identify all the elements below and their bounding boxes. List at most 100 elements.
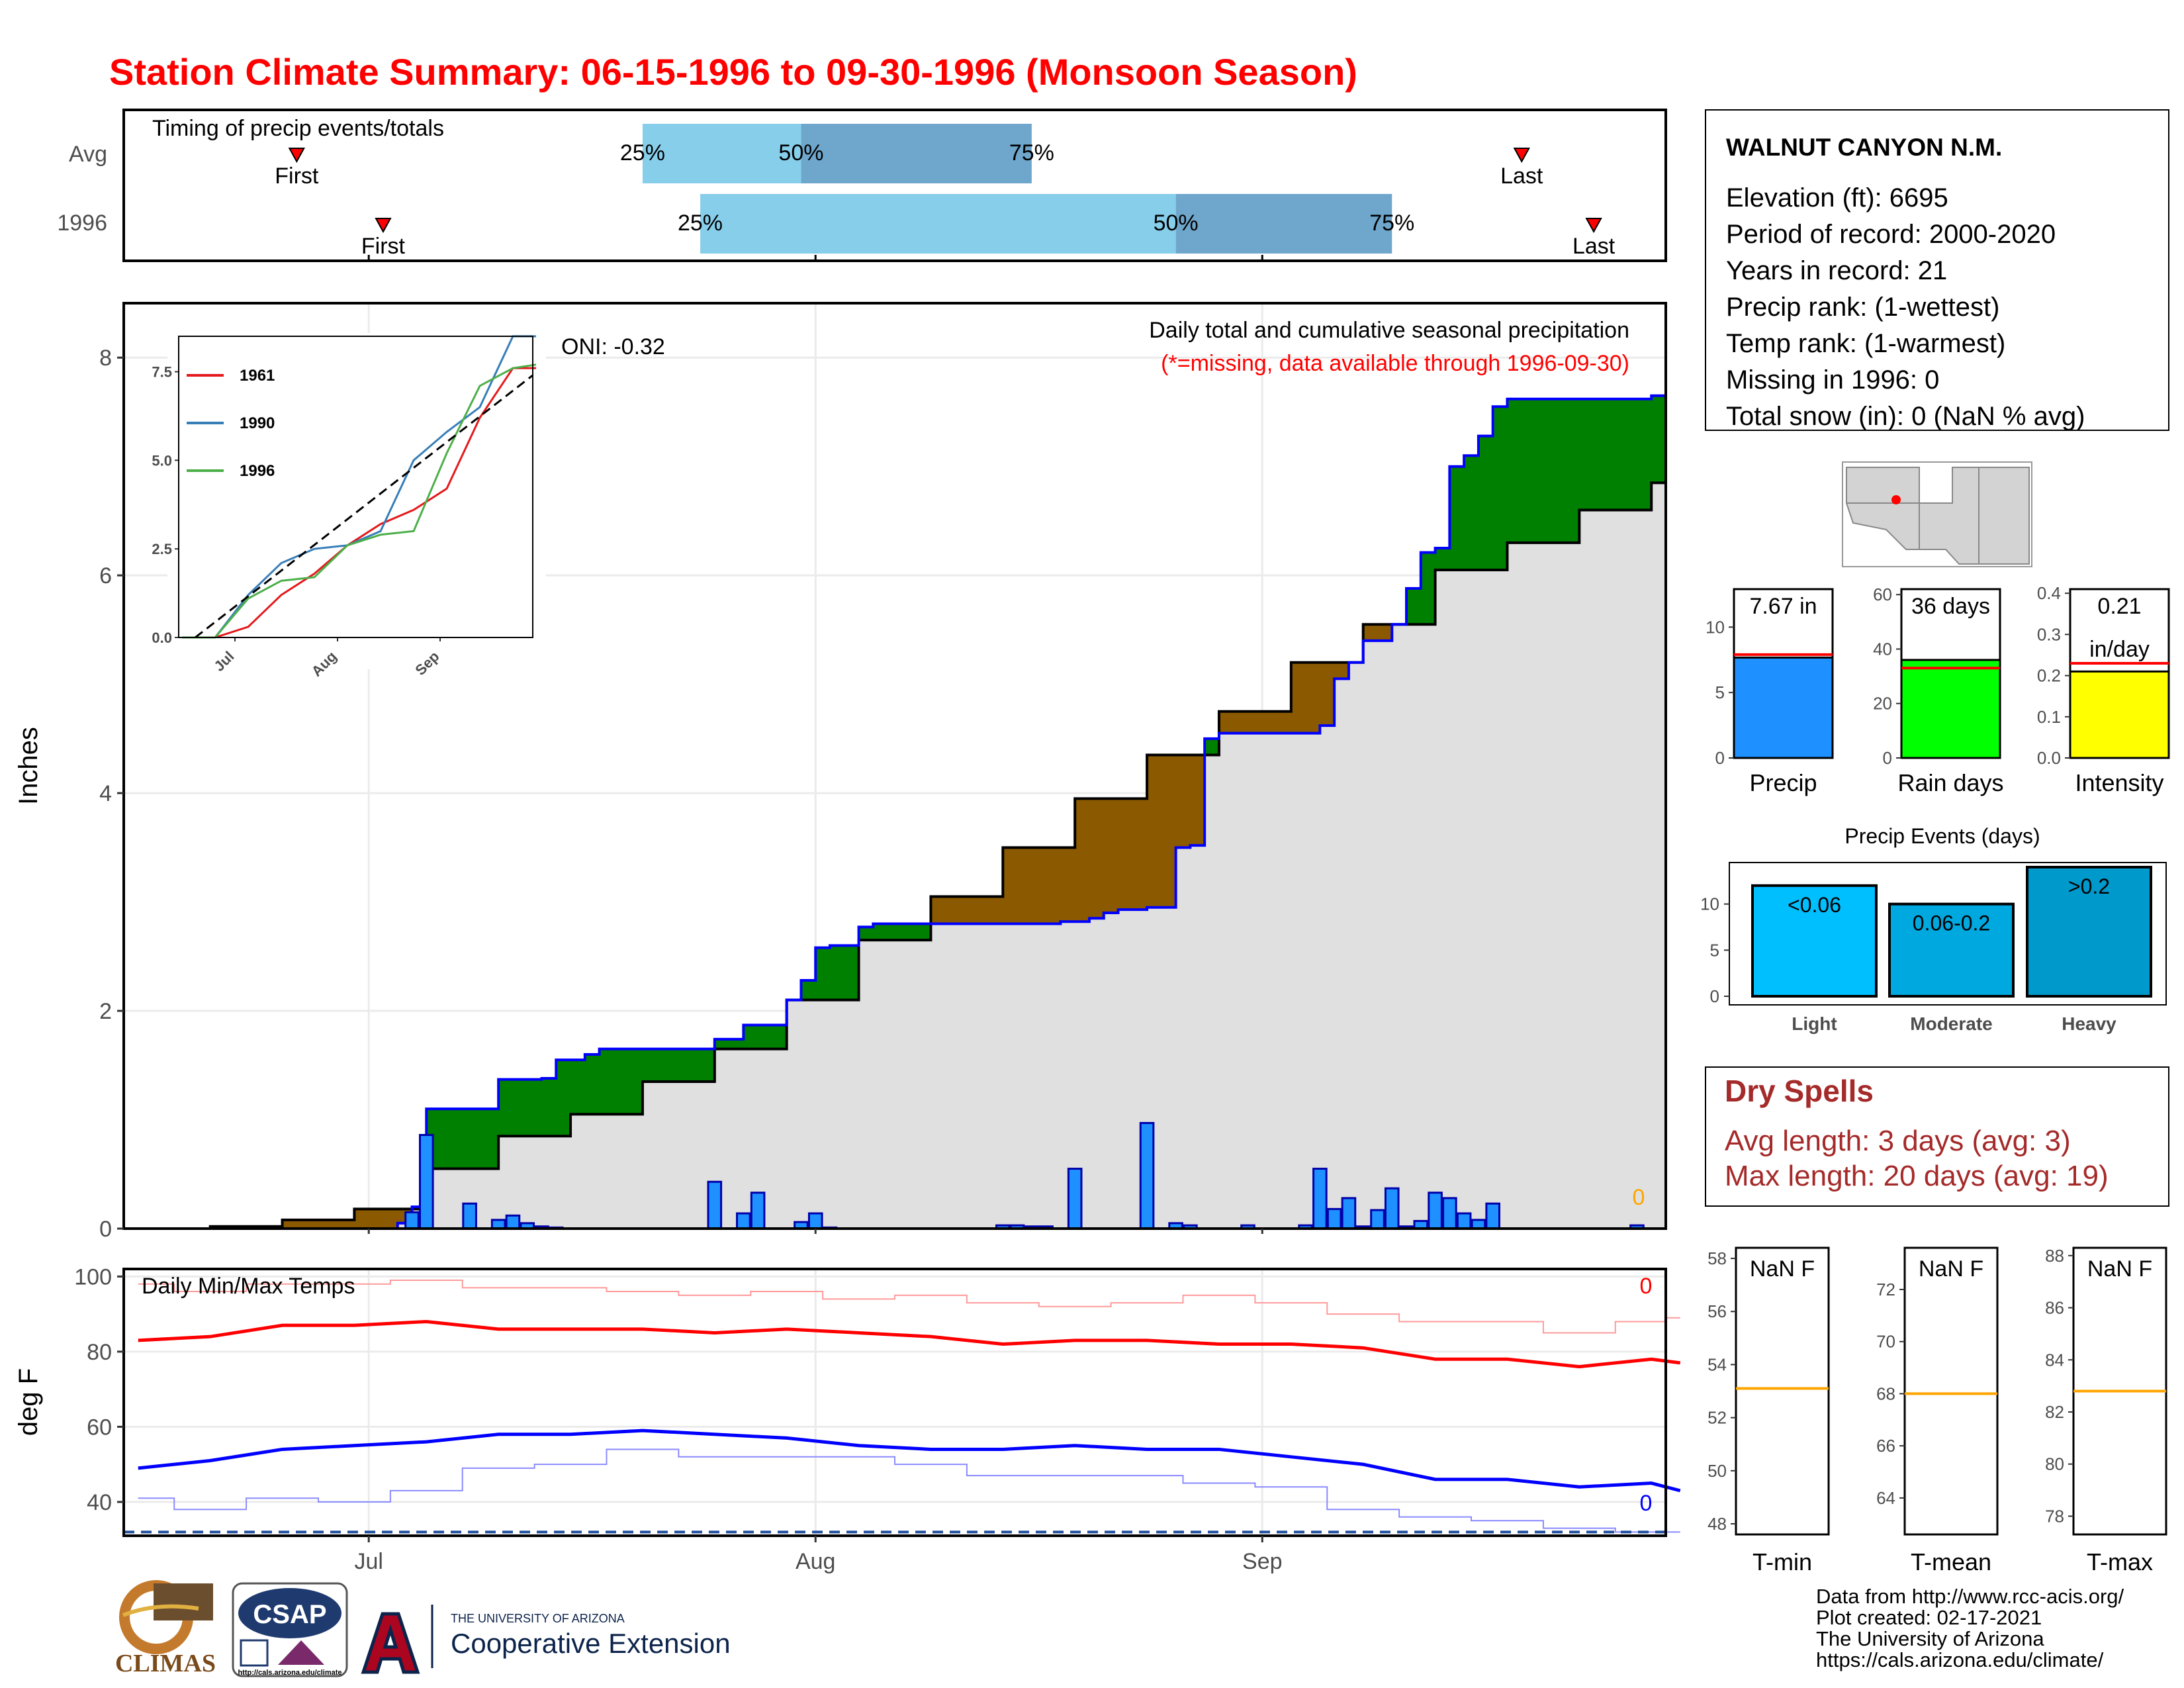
temp-y-tick-label: 40 [87,1490,112,1515]
timing-marker-icon [288,148,305,164]
wetter-than-avg-area [1205,738,1220,755]
precip-y-tick-label: 0 [99,1217,112,1242]
inset-y-tick-label: 0.0 [152,630,172,646]
summary-bar-tick-label: 60 [1873,585,1892,604]
wetter-than-avg-area [512,1079,528,1137]
station-line-temp-rank: Temp rank: (1-warmest) [1726,329,2005,358]
drier-than-avg-area [974,896,989,924]
drier-than-avg-area [1320,662,1335,726]
precip-ylabel: Inches [14,727,43,805]
climas-logo-swoosh [122,1604,199,1617]
summary-bar-charts: 7.67 in 0 5 10 Precip 36 days 0 20 40 60 Rain days… [1706,583,2170,796]
temp-series-line [138,1429,1681,1493]
summary-bar-value-label: 7.67 in [1749,594,1817,619]
precip-y-tick-label: 2 [99,999,112,1024]
x-axis-tick-label: Aug [796,1549,836,1574]
station-location-marker [1891,495,1901,504]
event-bar-category-label: Heavy [2062,1013,2116,1034]
dry-spells-avg-length: Avg length: 3 days (avg: 3) [1725,1125,2071,1157]
dry-spells-max-length: Max length: 20 days (avg: 19) [1725,1160,2109,1192]
summary-bar-tick-label: 10 [1706,617,1725,637]
temperature-summary-boxes: NaN F 48 50 52 54 56 58 T-min NaN F 64 66 68 70 72 T-m… [1707,1246,2167,1575]
quartile-label: 75% [1369,211,1414,236]
quartile-bar-upper [1175,194,1392,254]
wetter-than-avg-area [1608,399,1623,510]
page-title: Station Climate Summary: 06-15-1996 to 0… [109,51,1357,93]
event-bar-category-label: Moderate [1910,1013,1992,1034]
drier-than-avg-area [383,1209,398,1229]
wetter-than-avg-area [469,1109,484,1169]
wetter-than-avg-area [830,945,845,1000]
summary-bar-value [1900,659,2001,759]
inset-series-line [182,335,536,639]
wetter-than-avg-area [614,1049,629,1115]
timing-row-label-avg: Avg [69,142,107,167]
x-axis-tick-label: Jul [354,1549,383,1574]
wetter-than-avg-area [1565,399,1580,543]
daily-precip-bar [1384,1187,1400,1230]
footer-credits: Data from http://www.rcc-acis.org/ Plot … [1816,1585,2124,1671]
temp-box-tick-label: 82 [2045,1402,2064,1422]
timing-marker-icon [1585,218,1602,234]
wetter-than-avg-area [1637,399,1652,510]
wetter-than-avg-area [1435,548,1450,570]
timing-marker-icon [1513,148,1530,164]
event-bar-range-label: 0.06-0.2 [1913,912,1990,935]
wetter-than-avg-area [686,1049,701,1082]
temp-y-tick-label: 100 [74,1264,112,1289]
quartile-label: 75% [1009,140,1054,165]
footer-line-url: https://cals.arizona.edu/climate/ [1816,1648,2104,1671]
summary-bar-tick-label: 0.1 [2037,707,2061,727]
drier-than-avg-area [1075,798,1090,922]
quartile-label: 50% [1154,211,1199,236]
precip-panel-frame [122,302,1667,1230]
footer-line-created: Plot created: 02-17-2021 [1816,1606,2042,1629]
temp-panel-bg [124,1269,1666,1536]
quartile-label: 50% [778,140,823,165]
climas-logo: CLIMAS [115,1580,216,1677]
climas-logo-text: CLIMAS [115,1650,216,1677]
drier-than-avg-area [311,1219,326,1229]
temp-box-value-label: NaN F [1919,1256,1983,1282]
precip-y-tick-label: 8 [99,346,112,371]
drier-than-avg-area [1377,624,1392,641]
temp-box-tick-label: 88 [2045,1246,2064,1266]
temp-panel-frame [122,1268,1667,1537]
wetter-than-avg-area [642,1049,658,1082]
summary-bar-tick-label: 40 [1873,639,1892,659]
inset-bg [167,333,546,669]
drier-than-avg-area [959,896,975,924]
drier-than-avg-area [1132,798,1148,910]
drier-than-avg-area [988,896,1003,924]
temp-box-category-label: T-min [1752,1548,1812,1575]
drier-than-avg-area [1190,755,1205,846]
wetter-than-avg-area [441,1109,456,1169]
daily-precip-bar [807,1212,823,1230]
timing-marker-icon [375,218,392,234]
dry-spells-frame [1705,1066,2169,1207]
drier-than-avg-area [1291,662,1306,733]
temp-box-category-label: T-max [2087,1548,2153,1575]
daily-precip-bar [462,1202,477,1230]
footer-line-data: Data from http://www.rcc-acis.org/ [1816,1585,2124,1608]
quartile-label: 25% [620,140,665,165]
summary-bar-tick-label: 0.3 [2037,624,2061,644]
temp-box-frame [1903,1246,1999,1536]
precip-areas [124,394,1666,1230]
drier-than-avg-area [282,1219,297,1229]
drier-than-avg-area [1060,847,1075,922]
temp-y-tick-label: 80 [87,1340,112,1365]
precip-subtitle-2: (*=missing, data available through 1996-… [1161,351,1629,376]
temp-box-tick-label: 68 [1876,1383,1895,1403]
temp-box-frame [1735,1246,1830,1536]
precip-subtitle-1: Daily total and cumulative seasonal prec… [1149,318,1629,343]
timing-panel-frame [122,109,1667,262]
daily-precip-bar [1326,1207,1342,1230]
oni-label: ONI: -0.32 [561,334,665,359]
quartile-bar-upper [801,124,1032,183]
wetter-than-avg-area [858,927,874,941]
summary-bar-tick-label: 0 [1883,748,1892,768]
wetter-than-avg-area [873,923,888,941]
